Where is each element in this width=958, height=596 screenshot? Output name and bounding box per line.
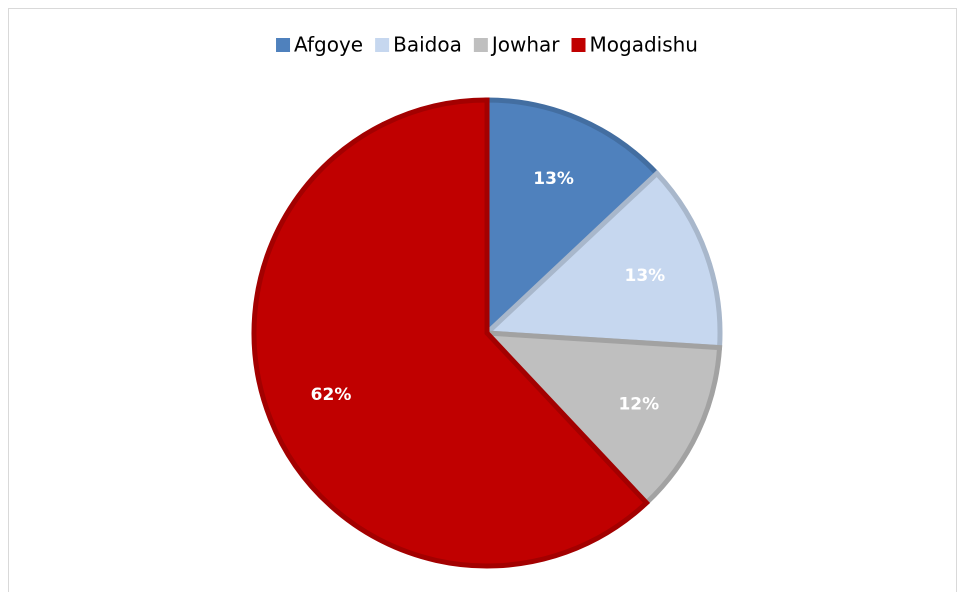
legend-label: Jowhar (490, 33, 560, 57)
legend-label: Afgoye (294, 33, 363, 57)
legend-item: Jowhar (473, 33, 560, 57)
pie (251, 97, 723, 569)
pie-slice (480, 330, 723, 507)
legend-swatch (571, 38, 586, 52)
legend-item: Afgoye (276, 33, 363, 57)
data-label: 62% (311, 385, 352, 405)
data-label: 12% (618, 394, 659, 414)
data-label: 13% (624, 266, 665, 286)
pie-slice (484, 97, 661, 339)
legend-swatch (375, 38, 390, 52)
data-labels: 13% 13% 12% 62% (311, 169, 666, 414)
legend: Afgoye Baidoa Jowhar Mogadishu (276, 33, 698, 57)
legend-item: Mogadishu (571, 33, 698, 57)
legend-swatch (473, 38, 488, 52)
data-label: 13% (533, 169, 574, 189)
legend-label: Mogadishu (590, 33, 698, 57)
legend-swatch (276, 38, 291, 52)
legend-item: Baidoa (375, 33, 462, 57)
pie-slice (251, 97, 651, 569)
pie-slice (481, 169, 723, 351)
legend-label: Baidoa (393, 33, 462, 57)
